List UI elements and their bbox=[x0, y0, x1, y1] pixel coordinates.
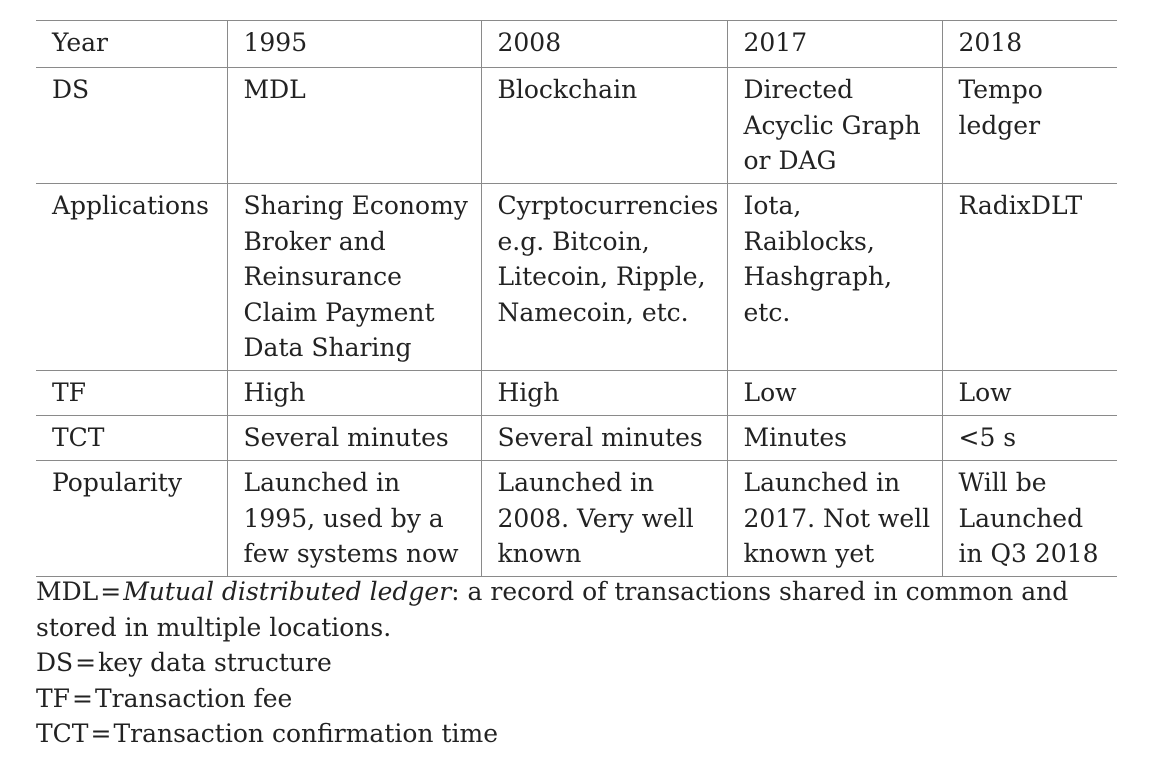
table-cell: Several minutes bbox=[480, 415, 727, 461]
table-row-tf: TF High High Low Low bbox=[36, 370, 1117, 416]
table-row-ds: DS MDL Blockchain Directed Acyclic Graph… bbox=[36, 67, 1117, 184]
table-cell: 2018 bbox=[941, 20, 1117, 68]
table-cell: 2008 bbox=[480, 20, 727, 68]
table-footnotes: MDL=Mutual distributed ledger: a record … bbox=[36, 574, 1126, 752]
table-body: Year 1995 2008 2017 2018 DS MDL Blockcha… bbox=[36, 20, 1117, 577]
table-cell: <5 s bbox=[941, 415, 1117, 461]
table-row-tct: TCT Several minutes Several minutes Minu… bbox=[36, 415, 1117, 461]
table-cell: Launched in 2017. Not well known yet bbox=[726, 460, 942, 577]
table-row-year: Year 1995 2008 2017 2018 bbox=[36, 20, 1117, 68]
footnote-ds: DS=key data structure bbox=[36, 648, 332, 677]
table-cell: 2017 bbox=[726, 20, 942, 68]
table-cell: Sharing Economy Broker and Reinsurance C… bbox=[226, 183, 481, 371]
table-cell: Low bbox=[941, 370, 1117, 416]
table-cell: Tempo ledger bbox=[941, 67, 1117, 184]
table-cell: Popularity bbox=[36, 460, 227, 577]
table-cell: Several minutes bbox=[226, 415, 481, 461]
table-row-applications: Applications Sharing Economy Broker and … bbox=[36, 183, 1117, 371]
table-cell: High bbox=[226, 370, 481, 416]
table-cell: Directed Acyclic Graph or DAG bbox=[726, 67, 942, 184]
table-cell: High bbox=[480, 370, 727, 416]
table-cell: Year bbox=[36, 20, 227, 68]
table-cell: Applications bbox=[36, 183, 227, 371]
table-cell: DS bbox=[36, 67, 227, 184]
footnote-tf: TF=Transaction fee bbox=[36, 683, 293, 713]
table-cell: 1995 bbox=[226, 20, 481, 68]
table-cell: Low bbox=[726, 370, 942, 416]
table-cell: TCT bbox=[36, 415, 227, 461]
footnote-mdl-continued: stored in multiple locations. bbox=[36, 612, 392, 642]
table-cell: Blockchain bbox=[480, 67, 727, 184]
ledger-comparison-table: Year 1995 2008 2017 2018 DS MDL Blockcha… bbox=[36, 20, 1117, 577]
table-cell: RadixDLT bbox=[941, 183, 1117, 371]
footnote-mdl-definition: Mutual distributed ledger bbox=[123, 577, 452, 606]
table-cell: Launched in 2008. Very well known bbox=[480, 460, 727, 577]
table-row-popularity: Popularity Launched in 1995, used by a f… bbox=[36, 460, 1117, 577]
table-cell: Will be Launched in Q3 2018 bbox=[941, 460, 1117, 577]
table-cell: Minutes bbox=[726, 415, 942, 461]
table-cell: Iota, Raiblocks, Hashgraph, etc. bbox=[726, 183, 942, 371]
footnote-mdl: MDL=Mutual distributed ledger: a record … bbox=[36, 577, 1069, 606]
table-cell: Launched in 1995, used by a few systems … bbox=[226, 460, 481, 577]
footnote-tct: TCT=Transaction confirmation time bbox=[36, 719, 499, 748]
table-cell: TF bbox=[36, 370, 227, 416]
comparison-table-container: Year 1995 2008 2017 2018 DS MDL Blockcha… bbox=[36, 20, 1117, 577]
table-cell: Cyrptocurrencies e.g. Bitcoin, Litecoin,… bbox=[480, 183, 727, 371]
table-cell: MDL bbox=[226, 67, 481, 184]
